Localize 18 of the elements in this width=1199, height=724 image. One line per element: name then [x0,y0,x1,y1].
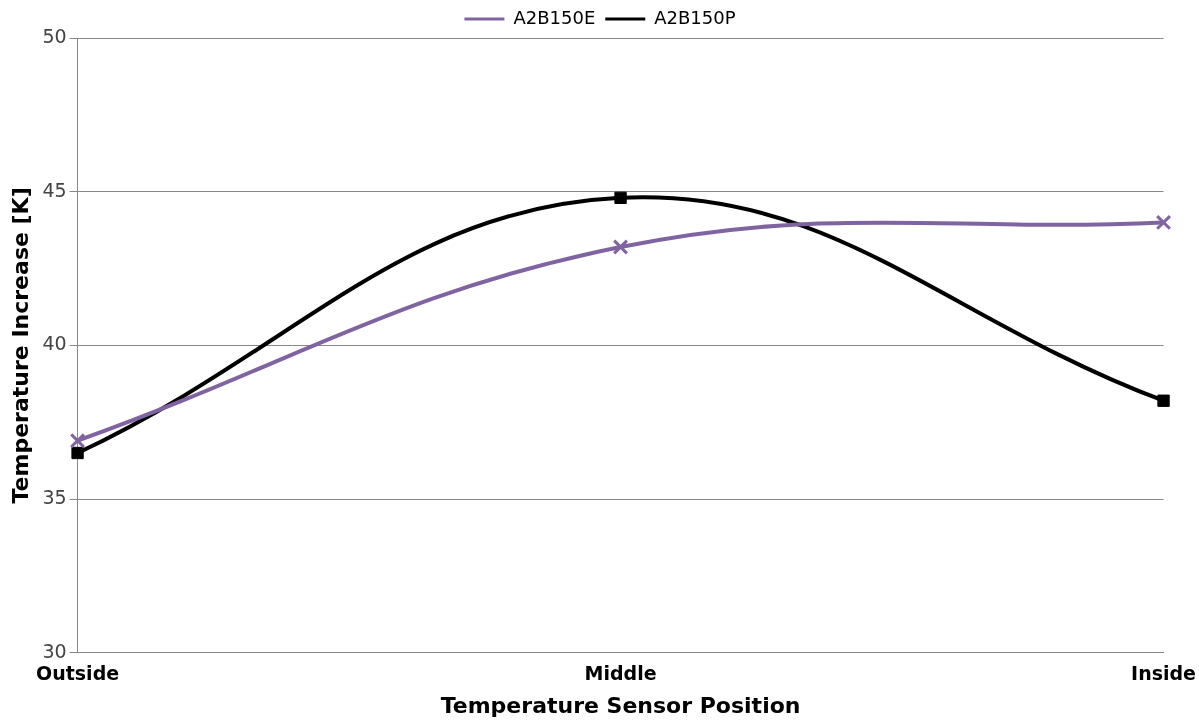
point [69,432,86,449]
point [612,239,629,255]
point [1157,394,1170,407]
x-axis-title: Temperature Sensor Position [440,692,801,718]
y-tick-label: 45 [42,178,67,201]
y-tick-label: 30 [42,639,67,662]
legend-label: A2B150P [654,6,736,28]
point [1155,214,1172,231]
legend-label: A2B150E [513,6,596,28]
x-tick-label: Inside [1131,662,1196,685]
x-tick-label: Middle [584,662,657,685]
y-tick-label: 35 [42,486,67,509]
y-tick-label: 40 [42,332,67,355]
y-axis-title: Temperature Increase [K] [7,187,33,504]
x-tick-label: Outside [36,662,120,685]
point [71,446,84,460]
point [614,191,627,205]
y-tick-label: 50 [42,24,67,47]
